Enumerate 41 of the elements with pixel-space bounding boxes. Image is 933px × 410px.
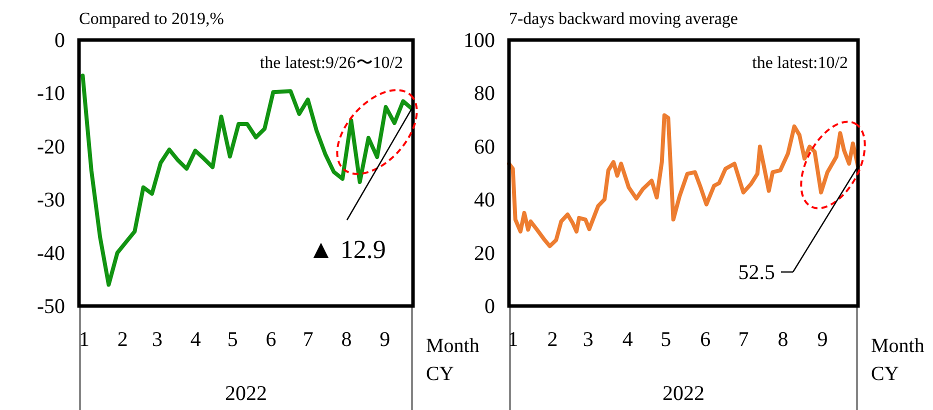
x-tick-label: 7 (738, 327, 749, 351)
x-tick-label: 6 (266, 327, 276, 351)
y-tick-label: 40 (474, 188, 495, 212)
annotation: the latest:10/2 (752, 53, 848, 72)
x-tick-label: 4 (622, 327, 634, 351)
line-series (80, 74, 414, 287)
text: 2022 (662, 381, 704, 405)
x-tick-label: 1 (78, 327, 90, 351)
x-tick-label: 3 (582, 327, 594, 351)
x-tick-label: 2 (547, 327, 558, 351)
x-tick-label: 2 (117, 327, 128, 351)
x-tick-label: 5 (660, 327, 672, 351)
y-tick-label: 0 (54, 28, 65, 52)
text: 2022 (225, 381, 267, 405)
x-tick-label: 7 (302, 327, 314, 351)
chart-title: 7-days backward moving average (509, 9, 738, 28)
y-tick-label: 20 (474, 240, 495, 265)
y-tick-label: -50 (37, 294, 65, 318)
x-axis-title: Month CY (426, 335, 480, 385)
x-tick-label: 8 (341, 327, 352, 351)
chart-title: Compared to 2019,% (79, 9, 224, 28)
annotation: ▲ 12.9 (308, 235, 386, 264)
x-tick-label: 9 (817, 327, 828, 351)
y-tick-label: 0 (484, 294, 495, 318)
y-tick-label: -20 (37, 134, 65, 158)
y-tick-label: -10 (37, 81, 65, 106)
y-tick-label: -30 (37, 188, 65, 212)
x-tick-label: 6 (700, 327, 711, 351)
y-tick-label: 100 (464, 28, 495, 52)
x-tick-label: 8 (778, 327, 788, 351)
y-tick-label: 60 (474, 134, 495, 158)
x-tick-label: 3 (152, 327, 162, 351)
y-tick-label: 80 (474, 81, 495, 106)
x-axis-title: Month CY (871, 335, 924, 385)
y-tick-label: -40 (37, 240, 65, 265)
x-tick-label: 5 (227, 327, 238, 351)
x-tick-label: 1 (508, 327, 518, 351)
annotation: 52.5 (738, 260, 775, 284)
x-tick-label: 9 (380, 327, 390, 351)
x-tick-label: 4 (190, 327, 202, 351)
annotation: the latest:9/26〜10/2 (260, 53, 403, 72)
